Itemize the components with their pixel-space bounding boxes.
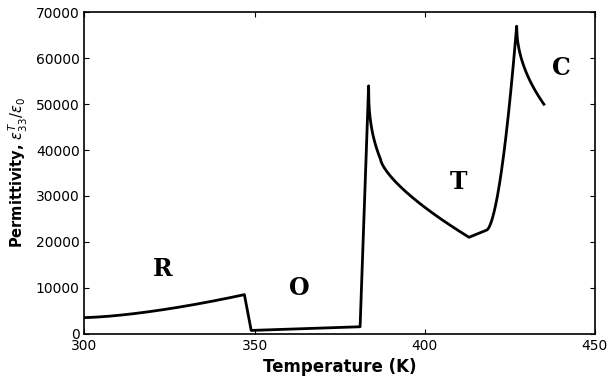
Text: R: R <box>153 257 173 282</box>
Text: O: O <box>288 276 309 300</box>
Text: C: C <box>552 56 570 80</box>
Text: T: T <box>450 170 467 194</box>
X-axis label: Temperature (K): Temperature (K) <box>263 358 416 376</box>
Y-axis label: Permittivity, $\varepsilon^T_{33}/\varepsilon_0$: Permittivity, $\varepsilon^T_{33}/\varep… <box>7 98 30 249</box>
